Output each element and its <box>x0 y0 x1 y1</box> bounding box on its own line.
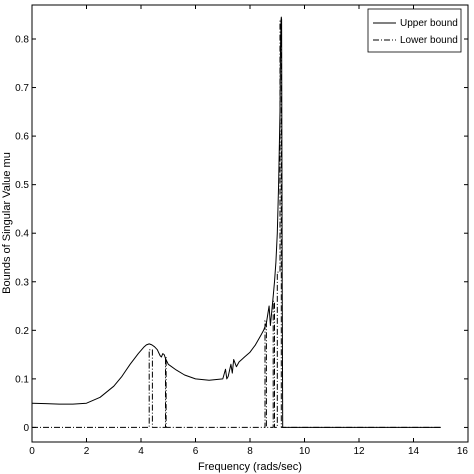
x-tick-label: 8 <box>247 446 253 457</box>
y-tick-label: 0.6 <box>15 132 29 143</box>
y-tick-label: 0.5 <box>15 180 29 191</box>
x-tick-label: 4 <box>138 446 144 457</box>
series-line-upper-bound <box>31 16 441 428</box>
x-tick-label: 6 <box>193 446 199 457</box>
y-axis-label: Bounds of Singular Value mu <box>1 152 13 294</box>
x-tick-label: 10 <box>299 446 311 457</box>
y-tick-label: 0.1 <box>15 374 29 385</box>
x-tick-label: 14 <box>408 446 420 457</box>
y-tick-label: 0.4 <box>15 229 29 240</box>
x-axis-label: Frequency (rads/sec) <box>198 461 302 473</box>
y-axis-ticks: 0 0.1 0.2 0.3 0.4 0.5 0.6 0.7 0.8 <box>15 34 468 434</box>
legend-label-upper-bound: Upper bound <box>400 18 458 29</box>
legend-label-lower-bound: Lower bound <box>400 35 458 46</box>
legend-box <box>367 8 462 53</box>
x-tick-label: 16 <box>457 446 469 457</box>
x-axis-ticks: 0 2 4 6 8 10 12 14 16 <box>29 5 469 457</box>
plot-frame <box>31 4 469 443</box>
series-line-lower-bound <box>32 19 441 428</box>
series-layer <box>31 16 441 428</box>
y-tick-label: 0.7 <box>15 83 29 94</box>
y-tick-label: 0 <box>23 423 29 434</box>
x-tick-label: 2 <box>84 446 90 457</box>
y-tick-label: 0.8 <box>15 34 29 45</box>
legend: Upper bound Lower bound <box>367 8 462 53</box>
y-tick-label: 0.3 <box>15 277 29 288</box>
x-tick-label: 0 <box>29 446 35 457</box>
x-tick-label: 12 <box>353 446 365 457</box>
y-tick-label: 0.2 <box>15 326 29 337</box>
